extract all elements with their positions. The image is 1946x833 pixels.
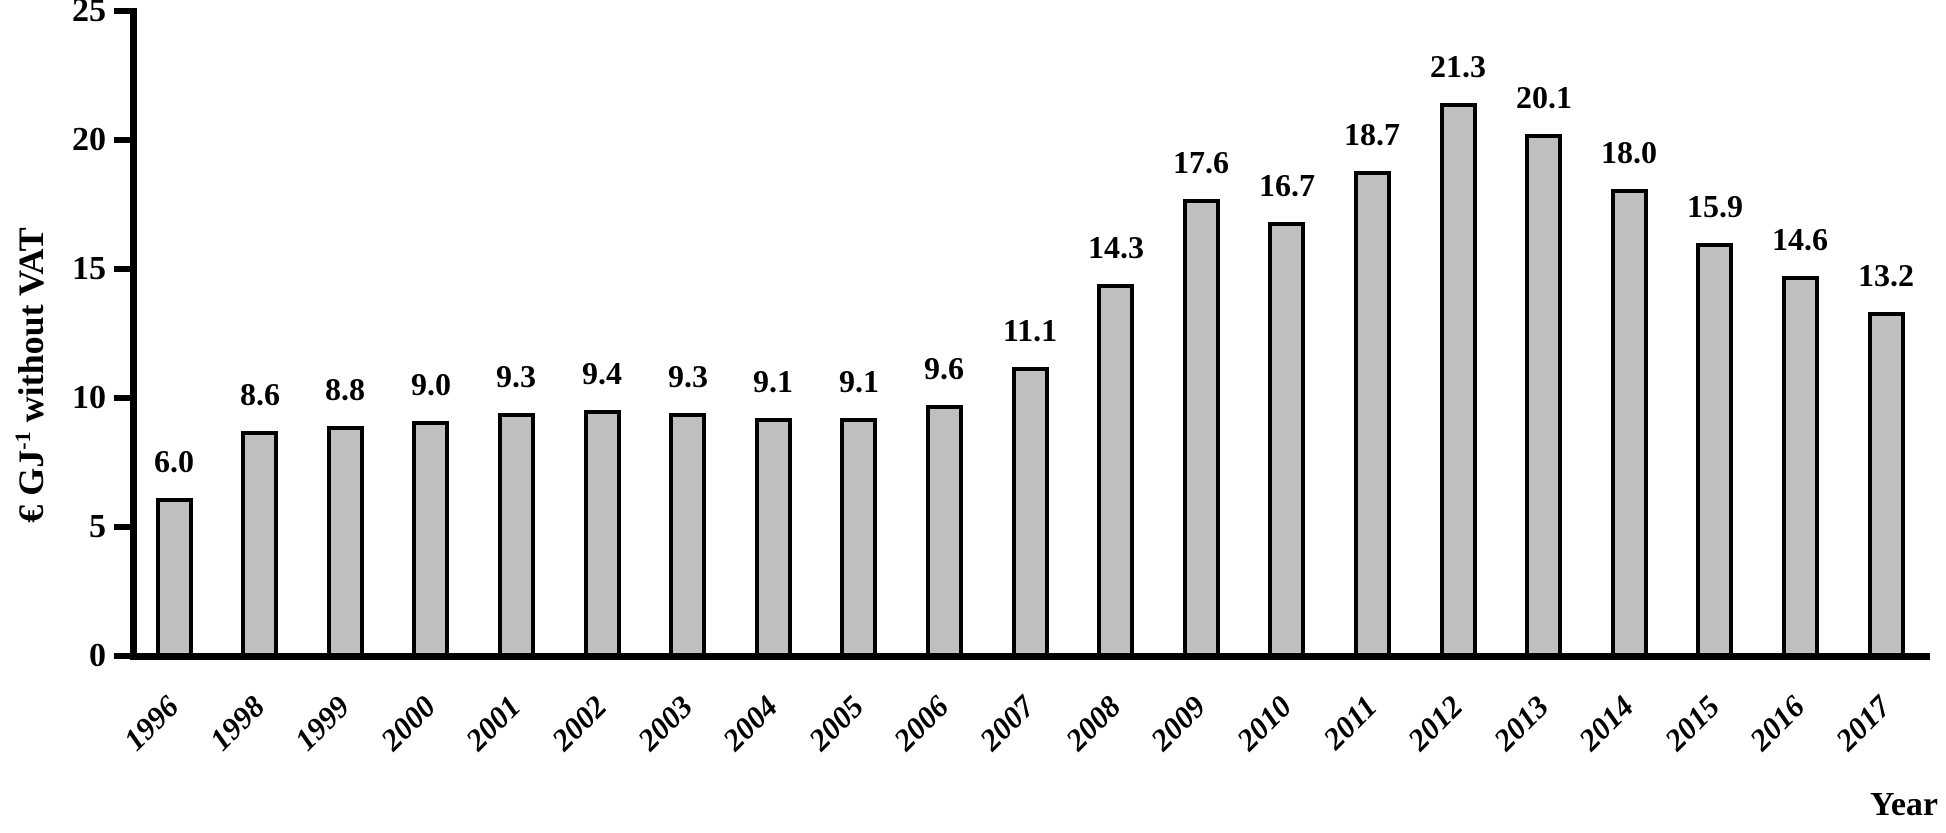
bar-value-label: 13.2	[1858, 257, 1914, 293]
x-tick-label-1996: 1996	[116, 688, 186, 758]
x-tick-label-2014: 2014	[1571, 688, 1641, 758]
x-tick-label-2001: 2001	[458, 688, 528, 758]
bar-2002	[584, 410, 621, 653]
bar-value-label: 9.1	[753, 363, 793, 399]
bar-value-label: 9.0	[411, 366, 451, 402]
x-tick-label-2011: 2011	[1315, 688, 1384, 756]
x-tick-label-2007: 2007	[972, 688, 1042, 758]
x-tick-label-2013: 2013	[1486, 688, 1556, 758]
bar-value-label: 9.3	[668, 358, 708, 394]
x-tick-label-1999: 1999	[287, 688, 357, 758]
bar-2014	[1611, 189, 1648, 653]
bar-2008	[1097, 284, 1134, 653]
bar-2004	[755, 418, 792, 653]
x-tick-label-1998: 1998	[202, 688, 272, 758]
bar-1998	[241, 431, 278, 653]
bar-value-label: 8.8	[325, 371, 365, 407]
y-tick-label: 15	[72, 250, 106, 287]
y-tick-label: 10	[72, 379, 106, 416]
bar-value-label: 9.1	[839, 363, 879, 399]
y-tick-label: 0	[89, 637, 106, 674]
bar-1996	[156, 498, 193, 653]
bar-value-label: 15.9	[1687, 188, 1743, 224]
y-tick-mark	[114, 395, 130, 401]
bar-2017	[1868, 312, 1905, 653]
bar-2012	[1440, 103, 1477, 653]
x-tick-label-2006: 2006	[886, 688, 956, 758]
bar-value-label: 9.3	[496, 358, 536, 394]
bar-value-label: 11.1	[1002, 312, 1058, 348]
bar-2010	[1268, 222, 1305, 653]
bar-value-label: 17.6	[1173, 144, 1229, 180]
bar-2016	[1782, 276, 1819, 653]
x-tick-label-2009: 2009	[1143, 688, 1213, 758]
bar-2013	[1525, 134, 1562, 653]
x-tick-label-2000: 2000	[373, 688, 443, 758]
x-tick-label-2017: 2017	[1828, 688, 1898, 758]
x-tick-label-2005: 2005	[801, 688, 871, 758]
x-axis-title: Year	[1870, 786, 1938, 823]
x-tick-label-2003: 2003	[630, 688, 700, 758]
y-tick-mark	[114, 266, 130, 272]
bar-value-label: 14.3	[1088, 229, 1144, 265]
y-tick-mark	[114, 8, 130, 14]
bar-2009	[1183, 199, 1220, 653]
bar-value-label: 6.0	[154, 443, 194, 479]
bar-2006	[926, 405, 963, 653]
bar-2007	[1012, 367, 1049, 653]
bar-value-label: 8.6	[240, 376, 280, 412]
y-axis-title-superscript: -1	[10, 431, 35, 450]
x-tick-label-2012: 2012	[1400, 688, 1470, 758]
y-tick-mark	[114, 524, 130, 530]
x-tick-label-2004: 2004	[715, 688, 785, 758]
bar-value-label: 18.0	[1601, 134, 1657, 170]
y-axis-title-base: € GJ	[11, 449, 51, 523]
y-tick-mark	[114, 137, 130, 143]
x-tick-label-2016: 2016	[1742, 688, 1812, 758]
y-tick-label: 20	[72, 121, 106, 158]
bar-value-label: 9.4	[582, 355, 622, 391]
bar-2001	[498, 413, 535, 653]
y-tick-mark	[114, 653, 130, 659]
x-axis-line	[130, 653, 1930, 660]
bar-value-label: 16.7	[1259, 167, 1315, 203]
bar-2015	[1696, 243, 1733, 653]
bar-value-label: 21.3	[1430, 48, 1486, 84]
y-tick-label: 5	[89, 508, 106, 545]
x-tick-label-2015: 2015	[1657, 688, 1727, 758]
bar-value-label: 14.6	[1772, 221, 1828, 257]
bar-value-label: 18.7	[1344, 116, 1400, 152]
y-tick-label: 25	[72, 0, 106, 29]
bar-2000	[412, 421, 449, 653]
bar-2005	[840, 418, 877, 653]
y-axis-line	[130, 8, 137, 660]
bar-value-label: 20.1	[1516, 79, 1572, 115]
bar-2011	[1354, 171, 1391, 653]
bar-1999	[327, 426, 364, 653]
x-tick-label-2010: 2010	[1229, 688, 1299, 758]
x-tick-label-2008: 2008	[1058, 688, 1128, 758]
y-axis-title: € GJ-1 without VAT	[10, 227, 52, 522]
x-tick-label-2002: 2002	[544, 688, 614, 758]
y-axis-title-suffix: without VAT	[11, 227, 51, 432]
bar-2003	[669, 413, 706, 653]
bar-value-label: 9.6	[924, 350, 964, 386]
